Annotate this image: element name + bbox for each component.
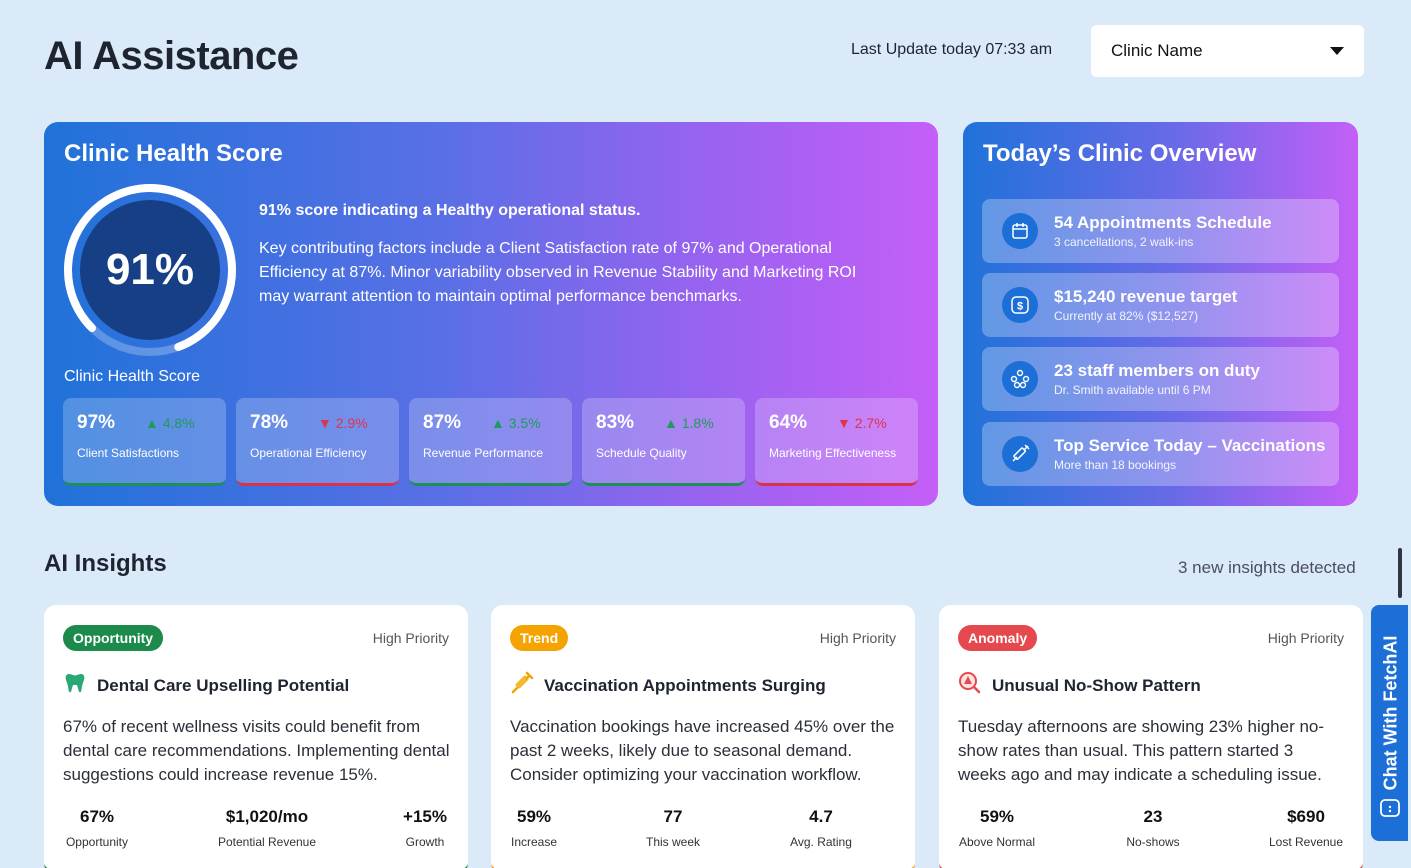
caret-down-icon xyxy=(1330,47,1344,55)
metric-name: Schedule Quality xyxy=(596,446,687,460)
staff-icon xyxy=(1002,361,1038,397)
health-score-card: Clinic Health Score 91% 91% score indica… xyxy=(44,122,938,506)
calendar-icon xyxy=(1002,213,1038,249)
insight-tag: Opportunity xyxy=(63,625,164,651)
insight-stat: 67% Opportunity xyxy=(65,807,129,849)
chat-bubble-icon xyxy=(1379,797,1401,826)
overview-item-revenue[interactable]: $ $15,240 revenue target Currently at 82… xyxy=(982,273,1339,337)
clinic-overview-card: Today’s Clinic Overview 54 Appointments … xyxy=(963,122,1358,506)
overview-item-subtitle: Currently at 82% ($12,527) xyxy=(1054,309,1199,323)
metric-delta: ▲ 4.8% xyxy=(145,415,195,431)
insight-card-trend[interactable]: Trend High Priority Vaccination Appointm… xyxy=(491,605,915,868)
overview-item-staff[interactable]: 23 staff members on duty Dr. Smith avail… xyxy=(982,347,1339,411)
alert-search-icon xyxy=(958,671,982,700)
metric-delta: ▲ 1.8% xyxy=(664,415,714,431)
metric-card-client-satisfaction[interactable]: 97% ▲ 4.8% Client Satisfactions xyxy=(63,398,226,486)
metric-delta: ▲ 3.5% xyxy=(491,415,541,431)
insight-heading-text: Dental Care Upselling Potential xyxy=(97,675,350,695)
metric-value: 97% xyxy=(77,412,116,433)
insight-heading: Dental Care Upselling Potential xyxy=(63,671,349,700)
metric-card-revenue-performance[interactable]: 87% ▲ 3.5% Revenue Performance xyxy=(409,398,572,486)
tooth-icon xyxy=(63,671,87,700)
insight-heading: Vaccination Appointments Surging xyxy=(510,671,826,700)
overview-item-top-service[interactable]: Top Service Today – Vaccinations More th… xyxy=(982,422,1339,486)
health-summary-body: Key contributing factors include a Clien… xyxy=(259,240,857,305)
insight-stat: $1,020/mo Potential Revenue xyxy=(217,807,317,849)
page-scrollbar-thumb[interactable] xyxy=(1398,548,1402,598)
clinic-select-value: Clinic Name xyxy=(1111,41,1203,60)
chat-tab-label: Chat With FetchAI xyxy=(1380,635,1401,791)
insight-priority: High Priority xyxy=(372,630,449,646)
insight-stat: +15% Growth xyxy=(403,807,447,849)
insight-priority: High Priority xyxy=(1267,630,1344,646)
insight-card-anomaly[interactable]: Anomaly High Priority Unusual No-Show Pa… xyxy=(939,605,1363,868)
insight-stat: $690 Lost Revenue xyxy=(1268,807,1344,849)
metric-value: 83% xyxy=(596,412,635,433)
metric-card-marketing-effectiveness[interactable]: 64% ▼ 2.7% Marketing Effectiveness xyxy=(755,398,918,486)
last-update-text: Last Update today 07:33 am xyxy=(851,41,1053,58)
insights-section-title: AI Insights xyxy=(44,550,167,577)
metric-name: Client Satisfactions xyxy=(77,446,180,460)
insight-tag: Anomaly xyxy=(958,625,1038,651)
metric-value: 87% xyxy=(423,412,462,433)
dollar-icon: $ xyxy=(1002,287,1038,323)
overview-item-title: Top Service Today – Vaccinations xyxy=(1054,436,1326,455)
metric-delta: ▼ 2.7% xyxy=(837,415,887,431)
health-card-title: Clinic Health Score xyxy=(64,140,283,167)
overview-item-subtitle: Dr. Smith available until 6 PM xyxy=(1054,383,1211,397)
metric-card-operational-efficiency[interactable]: 78% ▼ 2.9% Operational Efficiency xyxy=(236,398,399,486)
metric-card-schedule-quality[interactable]: 83% ▲ 1.8% Schedule Quality xyxy=(582,398,745,486)
metric-name: Marketing Effectiveness xyxy=(769,446,897,460)
insight-body: Tuesday afternoons are showing 23% highe… xyxy=(958,717,1325,784)
syringe-icon xyxy=(510,671,534,700)
insight-heading: Unusual No-Show Pattern xyxy=(958,671,1201,700)
insight-stat: 59% Above Normal xyxy=(958,807,1036,849)
insight-stat: 23 No-shows xyxy=(1126,807,1180,849)
insight-heading-text: Vaccination Appointments Surging xyxy=(544,675,826,695)
chat-with-fetchai-tab[interactable]: Chat With FetchAI xyxy=(1371,605,1408,841)
insight-card-opportunity[interactable]: Opportunity High Priority Dental Care Up… xyxy=(44,605,468,868)
health-score-value: 91% xyxy=(105,245,195,294)
overview-item-subtitle: 3 cancellations, 2 walk-ins xyxy=(1054,235,1194,249)
metric-name: Operational Efficiency xyxy=(250,446,367,460)
metric-name: Revenue Performance xyxy=(423,446,544,460)
overview-item-title: $15,240 revenue target xyxy=(1054,287,1238,306)
insight-stat: 59% Increase xyxy=(510,807,558,849)
health-summary-lead: 91% score indicating a Healthy operation… xyxy=(259,202,641,219)
insight-body: Vaccination bookings have increased 45% … xyxy=(510,717,895,784)
overview-item-title: 54 Appointments Schedule xyxy=(1054,213,1272,232)
insight-tag: Trend xyxy=(510,625,569,651)
svg-text:$: $ xyxy=(1017,301,1023,313)
health-gauge: 91% xyxy=(60,180,240,360)
insight-stat: 4.7 Avg. Rating xyxy=(790,807,852,849)
insight-stat: 77 This week xyxy=(645,807,701,849)
overview-item-title: 23 staff members on duty xyxy=(1054,361,1260,380)
page-title: AI Assistance xyxy=(44,34,299,78)
gauge-progress-arc xyxy=(64,184,236,351)
syringe-icon xyxy=(1002,436,1038,472)
metric-delta: ▼ 2.9% xyxy=(318,415,368,431)
clinic-select-dropdown[interactable]: Clinic Name xyxy=(1091,25,1364,77)
insight-body: 67% of recent wellness visits could bene… xyxy=(63,717,450,784)
metric-value: 78% xyxy=(250,412,289,433)
insight-heading-text: Unusual No-Show Pattern xyxy=(992,675,1201,695)
insights-count: 3 new insights detected xyxy=(1178,558,1356,577)
overview-card-title: Today’s Clinic Overview xyxy=(983,140,1257,167)
subscore-label: Clinic Health Score xyxy=(64,368,201,385)
overview-item-subtitle: More than 18 bookings xyxy=(1054,458,1177,472)
metric-value: 64% xyxy=(769,412,808,433)
overview-item-appointments[interactable]: 54 Appointments Schedule 3 cancellations… xyxy=(982,199,1339,263)
insight-priority: High Priority xyxy=(819,630,896,646)
